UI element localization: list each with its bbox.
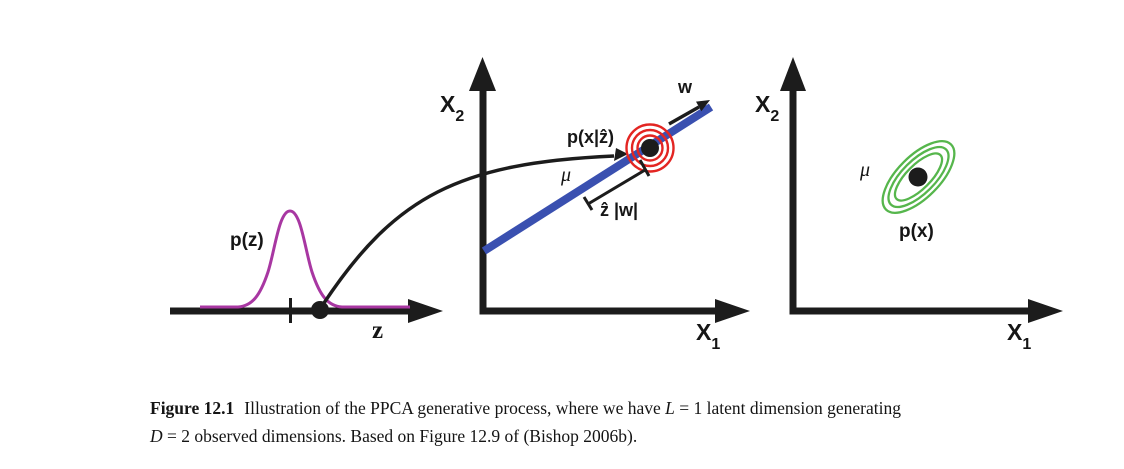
conditional-contours (625, 123, 675, 173)
caption-line-1: Figure 12.1 Illustration of the PPCA gene… (150, 394, 1030, 422)
caption-text: = 2 observed dimensions. Based on Figure… (167, 426, 638, 446)
caption-math-L: L (665, 398, 675, 418)
caption-tag: Figure 12.1 (150, 398, 235, 418)
marginal-density-label: p(x) (899, 221, 934, 242)
x1-axis-arrowhead (715, 299, 750, 323)
weight-vector-label: w (677, 77, 693, 97)
prior-density-curve (200, 209, 410, 309)
z-axis-arrowhead (408, 299, 443, 323)
caption-line-2: D = 2 observed dimensions. Based on Figu… (150, 422, 1030, 450)
conditional-density-label: p(x|ẑ) (567, 127, 614, 147)
weight-vector-arrowhead (696, 100, 710, 112)
conditional-mean-dot (641, 139, 659, 157)
x1-axis-label: X1 (1007, 319, 1031, 353)
conditional-mu-label: μ (560, 164, 571, 186)
marginal-contours (881, 140, 956, 214)
x2-axis-label: X2 (755, 91, 779, 125)
z-sample-dot (311, 301, 329, 319)
x2-axis-label: X2 (440, 91, 464, 125)
ppca-figure: p(z) z (170, 57, 1063, 353)
caption-text: = 1 latent dimension generating (679, 398, 901, 418)
subspace-line (481, 103, 714, 255)
marginal-mu-label: μ (859, 159, 870, 181)
caption-text: Illustration of the PPCA generative proc… (244, 398, 661, 418)
generative-map-arrow (320, 154, 615, 307)
x1-axis-arrowhead (1028, 299, 1063, 323)
latent-panel: p(z) z (170, 209, 443, 344)
caption-math-D: D (150, 426, 163, 446)
weight-vector-arrow (668, 105, 700, 126)
x1-axis-label: X1 (696, 319, 720, 353)
marginal-panel: μ p(x) X2 X1 (755, 57, 1063, 353)
conditional-panel: p(x|ẑ) μ w ẑ |w| X2 X1 (440, 57, 750, 353)
x2-axis-arrowhead (469, 57, 496, 91)
generative-map-arrowhead (614, 148, 628, 161)
prior-density-label: p(z) (230, 230, 264, 251)
offset-label: ẑ |w| (600, 200, 638, 220)
marginal-mean-dot (908, 167, 928, 187)
z-axis-label: z (372, 317, 383, 344)
x2-axis-arrowhead (780, 57, 806, 91)
figure-caption: Figure 12.1 Illustration of the PPCA gene… (150, 394, 1030, 450)
offset-dimension-line (582, 159, 651, 211)
